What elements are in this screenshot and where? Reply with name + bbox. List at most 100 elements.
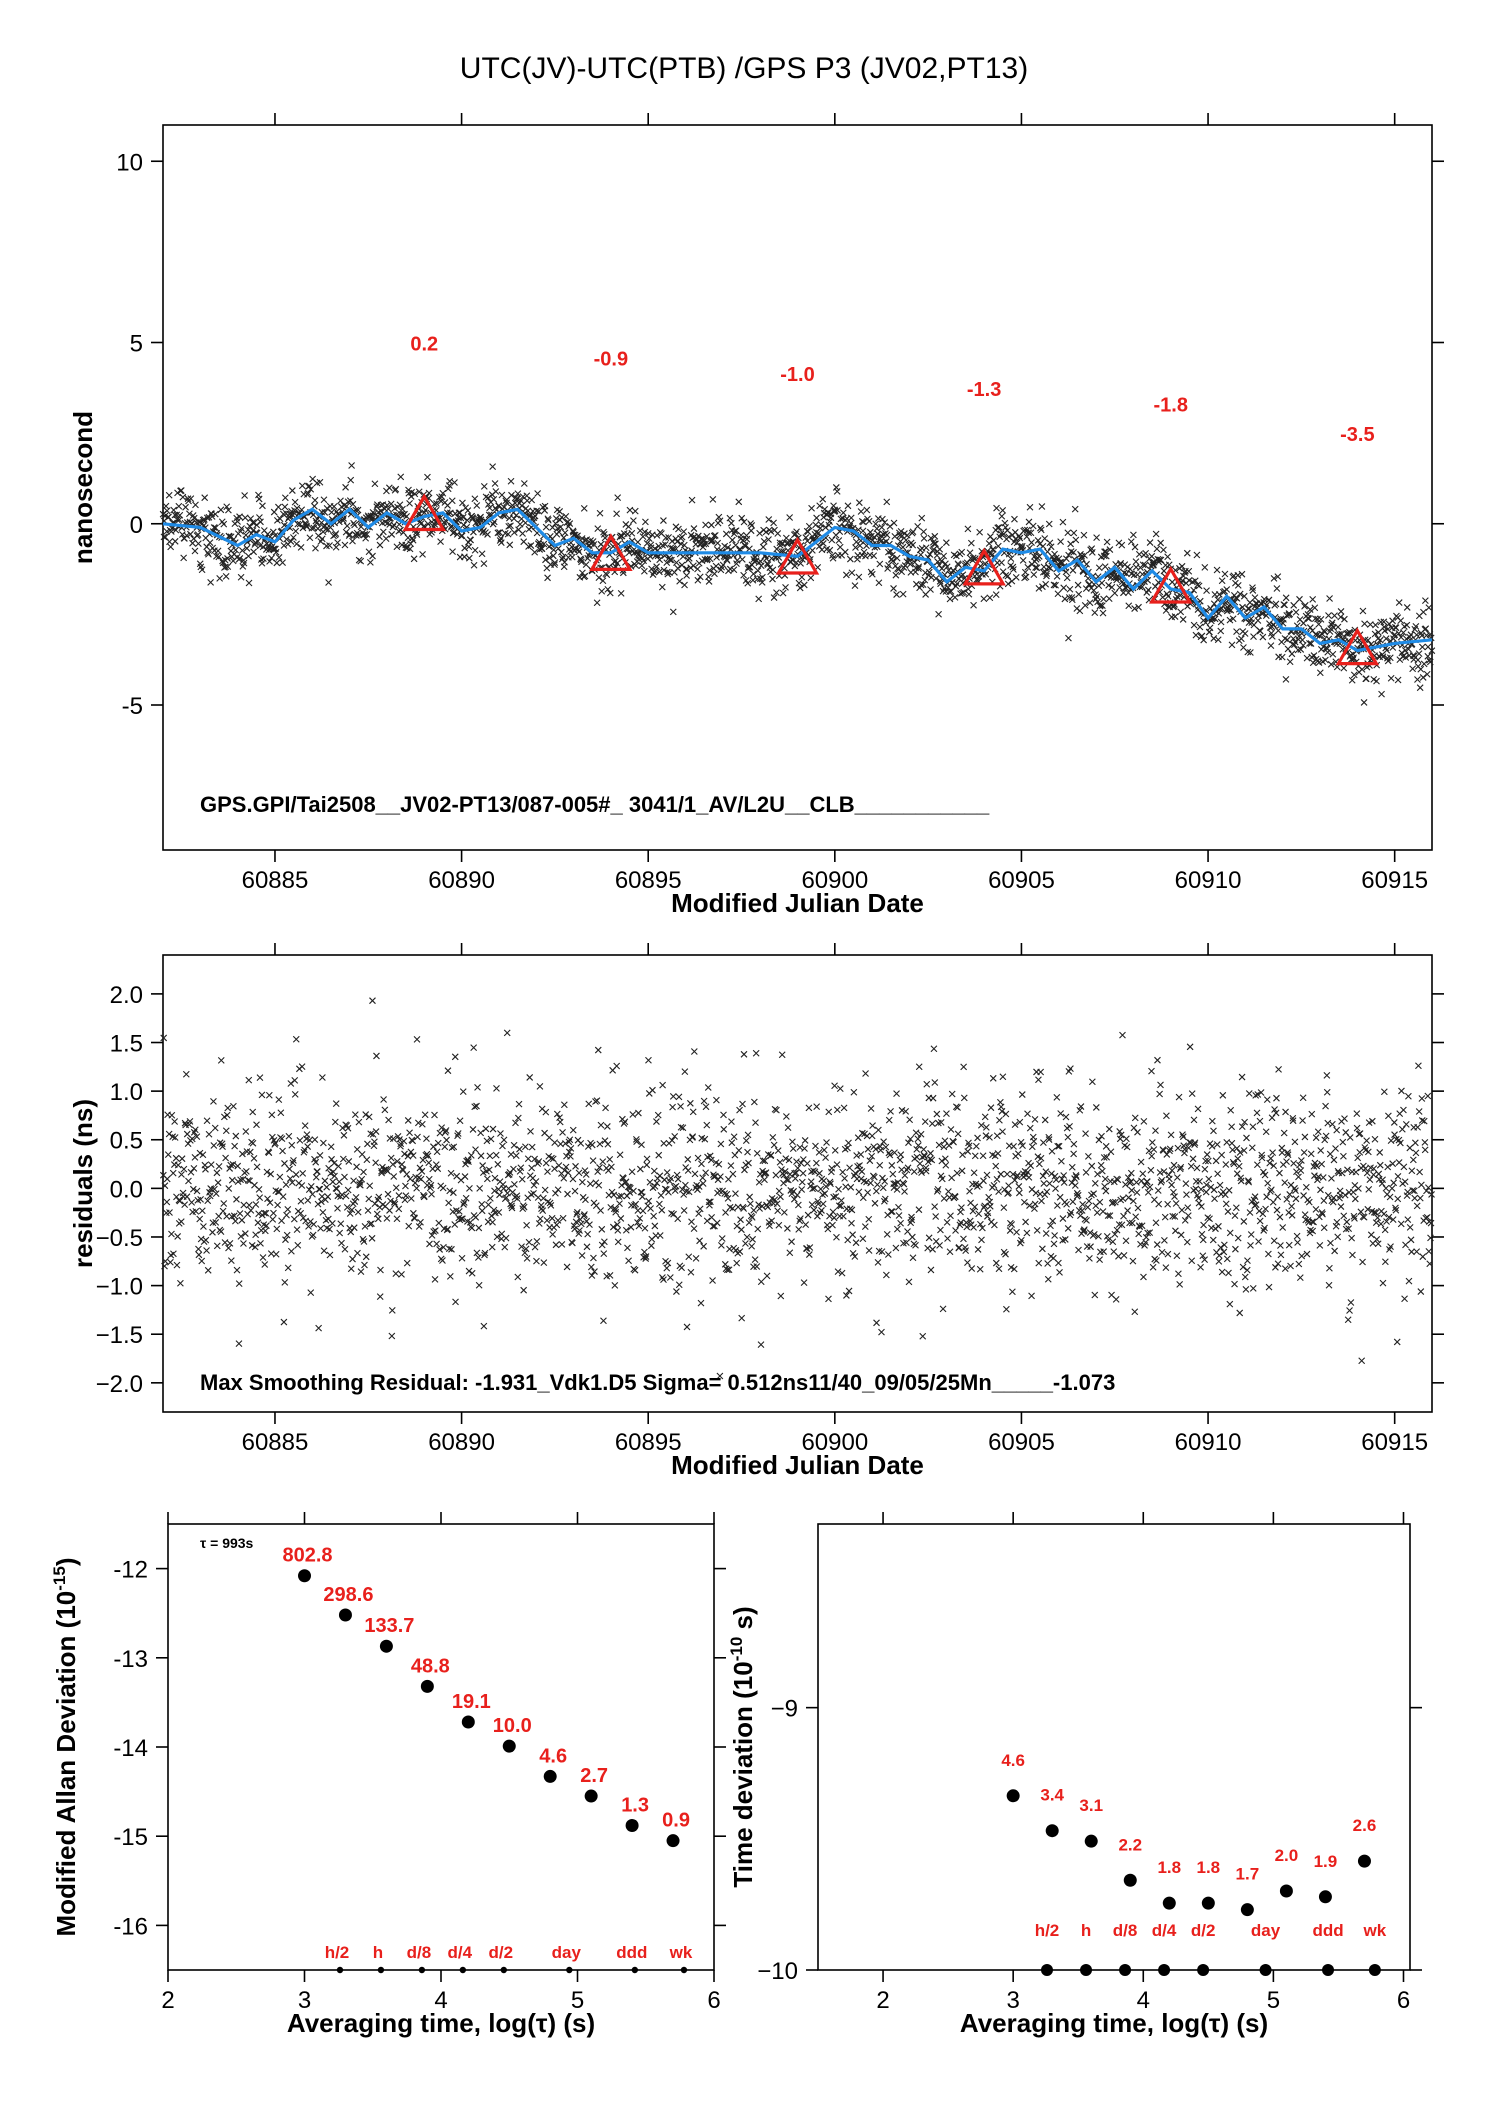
residual-point [680, 1207, 688, 1214]
interval-label: d/4 [1152, 1921, 1177, 1940]
difference-point [899, 590, 907, 598]
residual-point [1413, 1248, 1421, 1255]
residual-point [1373, 1235, 1381, 1243]
difference-point [1102, 552, 1110, 560]
residual-point [1270, 1237, 1278, 1245]
difference-point [575, 548, 583, 556]
residual-point [958, 1204, 965, 1211]
residual-point [673, 1171, 681, 1179]
residual-point [689, 1108, 697, 1116]
residual-point [541, 1186, 549, 1194]
residual-point [586, 1221, 593, 1228]
residual-point [812, 1159, 820, 1167]
difference-point [1267, 642, 1275, 650]
residual-point [203, 1117, 211, 1125]
difference-point [1007, 555, 1015, 563]
difference-point [1171, 613, 1179, 620]
residual-point [702, 1103, 710, 1111]
difference-point [1141, 561, 1149, 569]
residual-point [862, 1070, 869, 1077]
residual-point [1226, 1300, 1234, 1308]
difference-point [354, 506, 362, 514]
residual-point [310, 1220, 318, 1228]
residual-point [659, 1081, 667, 1089]
residual-point [751, 1256, 759, 1263]
residual-point [1227, 1106, 1235, 1114]
difference-point [306, 534, 314, 542]
residual-point [1413, 1202, 1421, 1210]
residual-point [182, 1070, 190, 1078]
residual-point [1401, 1295, 1408, 1303]
residual-point [881, 1177, 889, 1185]
residual-point [833, 1161, 841, 1168]
residual-point [1377, 1220, 1385, 1228]
difference-point [603, 571, 611, 579]
residual-point [380, 1096, 387, 1103]
difference-point [1081, 601, 1089, 609]
residual-point [1381, 1226, 1389, 1234]
residual-point [750, 1098, 758, 1106]
difference-point [292, 527, 300, 535]
residual-point [674, 1175, 682, 1183]
difference-point [551, 559, 559, 567]
difference-point [738, 555, 746, 563]
residual-point [853, 1152, 861, 1159]
difference-point [473, 502, 481, 509]
residual-point [344, 1186, 352, 1194]
residual-point [930, 1045, 938, 1053]
residual-point [875, 1126, 882, 1134]
difference-point [1337, 608, 1345, 615]
residual-point [206, 1192, 214, 1200]
difference-point [735, 498, 743, 506]
residual-point [1120, 1251, 1128, 1259]
difference-point [256, 514, 263, 521]
difference-point [1120, 589, 1127, 597]
difference-point [1046, 564, 1054, 572]
difference-point [868, 570, 876, 578]
difference-point [456, 509, 464, 517]
residual-point [169, 1169, 177, 1177]
mdev-point [666, 1834, 680, 1848]
difference-point [516, 520, 524, 528]
residual-point [1323, 1088, 1331, 1096]
plot-frame [162, 954, 1433, 1413]
difference-point [210, 524, 218, 531]
residual-point [887, 1208, 895, 1215]
residual-point [743, 1233, 751, 1241]
difference-point [298, 482, 306, 490]
y-tick-label: 0.0 [110, 1176, 143, 1203]
residual-point [810, 1206, 818, 1214]
residual-point [174, 1233, 182, 1240]
residual-point [385, 1116, 392, 1124]
difference-point [1244, 605, 1252, 613]
residual-point [904, 1228, 911, 1235]
residual-point [650, 1167, 658, 1175]
residual-point [1384, 1163, 1392, 1171]
difference-point [1268, 632, 1276, 640]
difference-point [930, 546, 938, 553]
residual-point [927, 1266, 935, 1274]
difference-point [406, 499, 413, 507]
residual-point [1239, 1263, 1247, 1271]
residual-point [395, 1192, 403, 1199]
smoothed-line [162, 507, 1433, 653]
residual-point [717, 1241, 725, 1249]
difference-point [1424, 652, 1432, 660]
y-axis-label: nanosecond [68, 411, 98, 564]
residual-point [280, 1318, 288, 1326]
difference-point [976, 528, 984, 536]
residual-point [1210, 1186, 1218, 1194]
difference-point [1415, 650, 1423, 658]
difference-point [1402, 654, 1410, 661]
residual-point [372, 1128, 380, 1135]
residual-point [1098, 1132, 1105, 1140]
residual-point [316, 1185, 324, 1193]
residual-point [955, 1243, 963, 1251]
residual-point [439, 1184, 447, 1192]
difference-point [1126, 565, 1134, 573]
difference-point [1329, 650, 1337, 658]
residual-point [797, 1159, 805, 1167]
difference-point [899, 543, 907, 551]
residual-point [873, 1319, 880, 1327]
residual-point [290, 1215, 298, 1223]
